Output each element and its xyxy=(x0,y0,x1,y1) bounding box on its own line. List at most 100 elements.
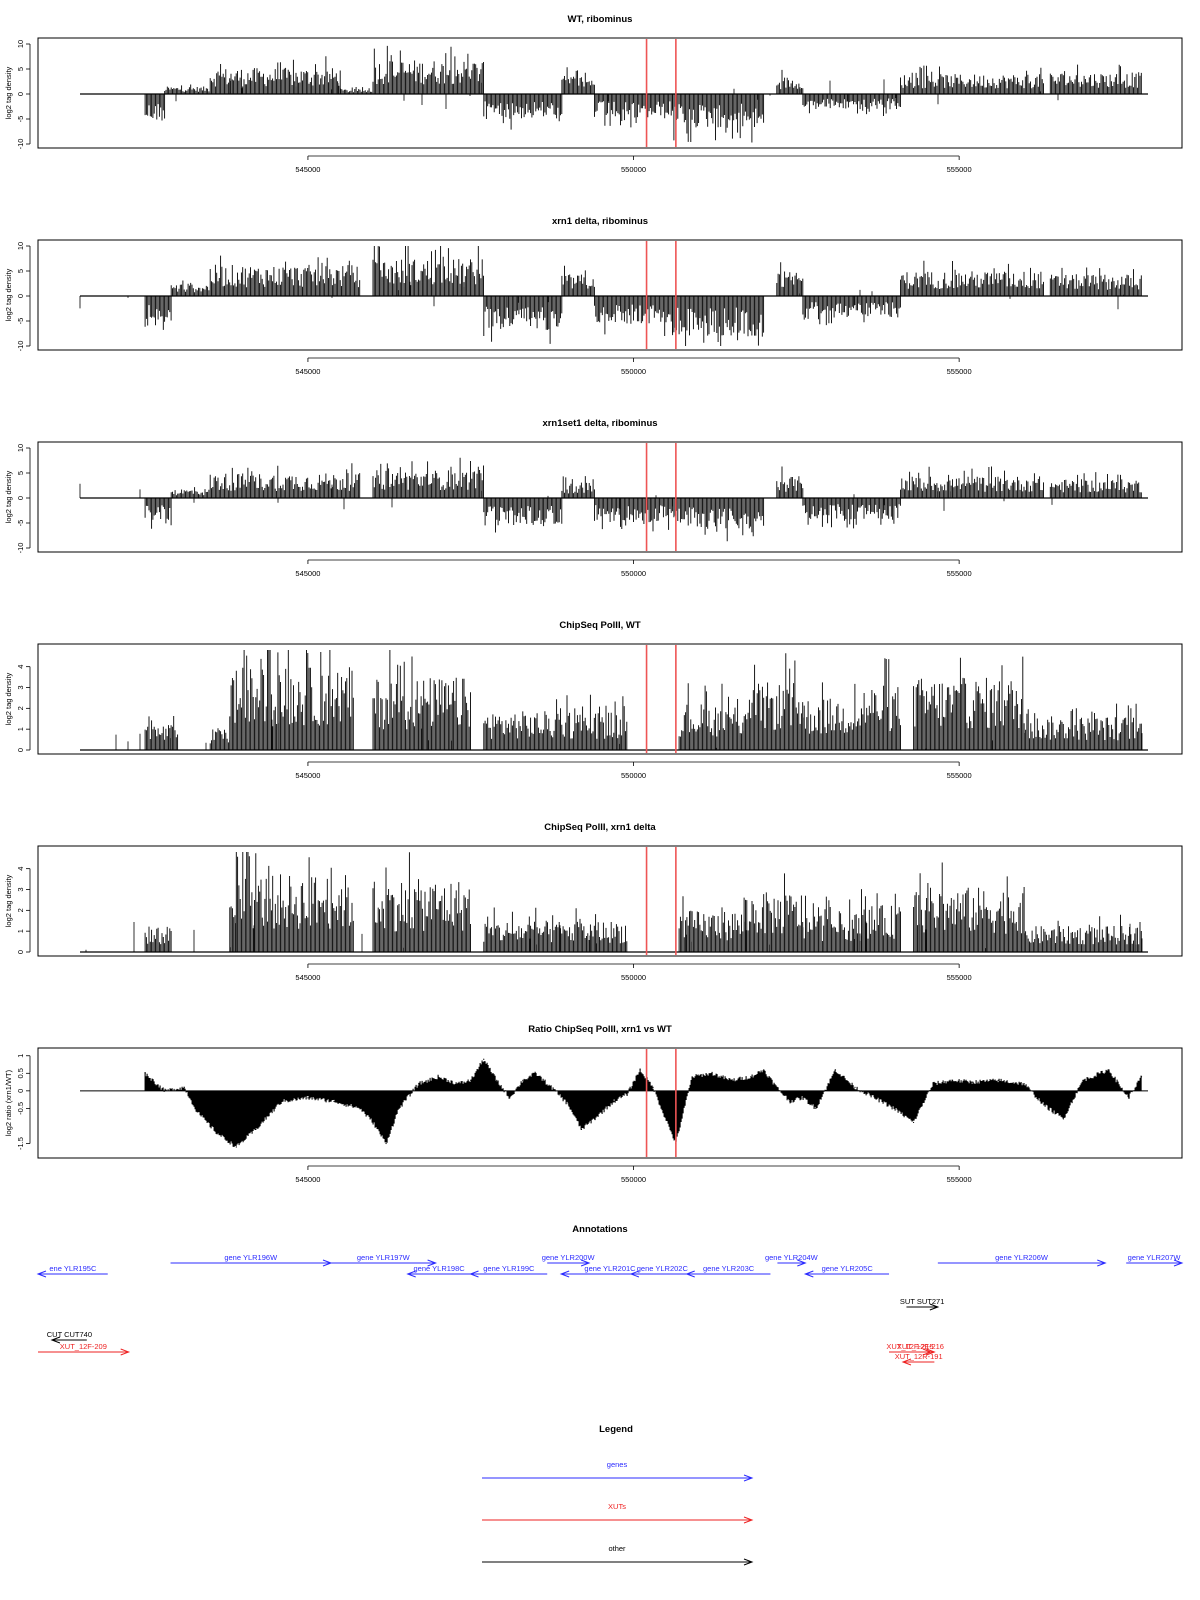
y-tick-label: 0 xyxy=(16,92,25,96)
x-tick-label: 545000 xyxy=(295,165,320,174)
data-point xyxy=(196,1111,198,1113)
data-point xyxy=(255,1128,257,1131)
y-tick-label: -10 xyxy=(16,543,25,554)
arrow-left-icon xyxy=(406,1270,416,1278)
area-series xyxy=(144,1060,1142,1147)
y-tick-label: 0 xyxy=(16,748,25,752)
data-point xyxy=(763,1069,765,1071)
data-point xyxy=(522,1079,524,1081)
annotation-label: gene YLR199C xyxy=(483,1264,535,1273)
y-tick-label: 2 xyxy=(16,706,25,710)
plot-frame xyxy=(37,37,1183,149)
legend-label: other xyxy=(608,1544,626,1553)
x-tick-label: 550000 xyxy=(621,569,646,578)
annotation-gene: gene YLR199C xyxy=(469,1264,548,1278)
arrow-left-icon xyxy=(803,1270,814,1278)
data-point xyxy=(307,1097,309,1099)
y-axis-label: log2 ratio (xrn1/WT) xyxy=(4,1069,13,1136)
x-tick-label: 555000 xyxy=(947,771,972,780)
annotations-title: Annotations xyxy=(572,1224,627,1235)
y-axis-label: log2 tag density xyxy=(4,874,13,927)
annotation-gene: gene YLR197W xyxy=(330,1253,438,1267)
x-tick-label: 550000 xyxy=(621,367,646,376)
annotation-label: gene YLR207W xyxy=(1128,1253,1182,1262)
y-tick-label: 4 xyxy=(16,665,25,669)
legend-title: Legend xyxy=(599,1424,633,1435)
annotation-other: CUT CUT740 xyxy=(47,1330,92,1344)
annotation-label: XUT_12F-209 xyxy=(60,1342,107,1351)
annotation-label: SUT SUT271 xyxy=(900,1297,944,1306)
data-point xyxy=(802,1097,804,1099)
data-point xyxy=(932,1083,934,1085)
data-point xyxy=(776,1086,778,1088)
chart-title: Ratio ChipSeq PolII, xrn1 vs WT xyxy=(528,1024,672,1035)
data-point xyxy=(567,1104,570,1106)
arrow-right-icon xyxy=(797,1259,807,1267)
data-point xyxy=(1127,1097,1130,1099)
data-point xyxy=(652,1086,654,1088)
annotation-label: gene YLR202C xyxy=(637,1264,689,1273)
arrow-right-icon xyxy=(427,1259,438,1267)
chart-title: WT, ribominus xyxy=(568,14,633,25)
data-point xyxy=(437,1076,439,1078)
annotation-label: gene YLR200W xyxy=(542,1253,596,1262)
data-point xyxy=(613,1100,615,1102)
arrow-right-icon xyxy=(929,1303,940,1311)
y-tick-label: 0 xyxy=(16,496,25,500)
chart-title: ChipSeq PolII, xrn1 delta xyxy=(544,822,656,833)
data-point xyxy=(333,1100,335,1102)
chart-panel: Ratio ChipSeq PolII, xrn1 vs WT -1.5 -0.5 0… xyxy=(4,1024,1183,1184)
x-tick-label: 545000 xyxy=(295,771,320,780)
data-point xyxy=(144,1072,146,1074)
data-point xyxy=(691,1076,693,1078)
data-point xyxy=(834,1069,837,1071)
chart-title: xrn1 delta, ribominus xyxy=(552,216,648,227)
data-point xyxy=(854,1086,856,1088)
annotation-gene: gene YLR207W xyxy=(1126,1253,1184,1267)
y-tick-label: 10 xyxy=(16,444,25,452)
data-point xyxy=(535,1072,537,1074)
annotation-label: gene YLR205C xyxy=(822,1264,874,1273)
data-point xyxy=(912,1121,915,1124)
plot-frame xyxy=(37,845,1183,957)
annotation-label: XUT_12F-215 xyxy=(886,1342,933,1351)
y-tick-label: -10 xyxy=(16,139,25,150)
annotation-gene: gene YLR200W xyxy=(542,1253,596,1267)
y-tick-label: -10 xyxy=(16,341,25,352)
data-point xyxy=(1108,1069,1110,1071)
bar-spikes xyxy=(85,921,1143,952)
data-point xyxy=(750,1076,752,1078)
data-point xyxy=(418,1083,420,1085)
annotation-gene: gene YLR203C xyxy=(685,1264,771,1278)
bar-series xyxy=(144,852,1142,952)
arrow-right-icon xyxy=(743,1474,754,1482)
data-point xyxy=(593,1118,596,1120)
data-point xyxy=(235,1146,237,1148)
arrow-left-icon xyxy=(36,1270,47,1278)
y-tick-label: 0.5 xyxy=(16,1068,25,1078)
y-tick-label: 1 xyxy=(16,929,25,933)
y-axis-label: log2 tag density xyxy=(4,268,13,321)
arrow-left-icon xyxy=(469,1270,479,1278)
data-point xyxy=(457,1083,459,1085)
y-tick-label: -5 xyxy=(16,318,25,325)
arrow-right-icon xyxy=(1173,1259,1184,1267)
arrow-right-icon xyxy=(926,1348,936,1356)
plot-frame xyxy=(37,643,1183,755)
x-tick-label: 555000 xyxy=(947,973,972,982)
annotation-label: XUT_12R-191 xyxy=(895,1352,943,1361)
annotation-gene: gene YLR206W xyxy=(937,1253,1107,1267)
chart-title: ChipSeq PolII, WT xyxy=(559,620,640,631)
legend-label: genes xyxy=(607,1460,628,1469)
annotation-xut: XUT_12F-216 xyxy=(897,1342,944,1356)
y-tick-label: 5 xyxy=(16,67,25,71)
y-tick-label: 1 xyxy=(16,1054,25,1058)
y-tick-label: 0 xyxy=(16,1089,25,1093)
data-point xyxy=(509,1097,511,1099)
x-tick-label: 545000 xyxy=(295,1175,320,1184)
data-point xyxy=(639,1069,641,1071)
data-point xyxy=(662,1111,664,1113)
annotations-panel: Annotations ene YLR195C gene YLR196W gene Y… xyxy=(36,1224,1184,1366)
